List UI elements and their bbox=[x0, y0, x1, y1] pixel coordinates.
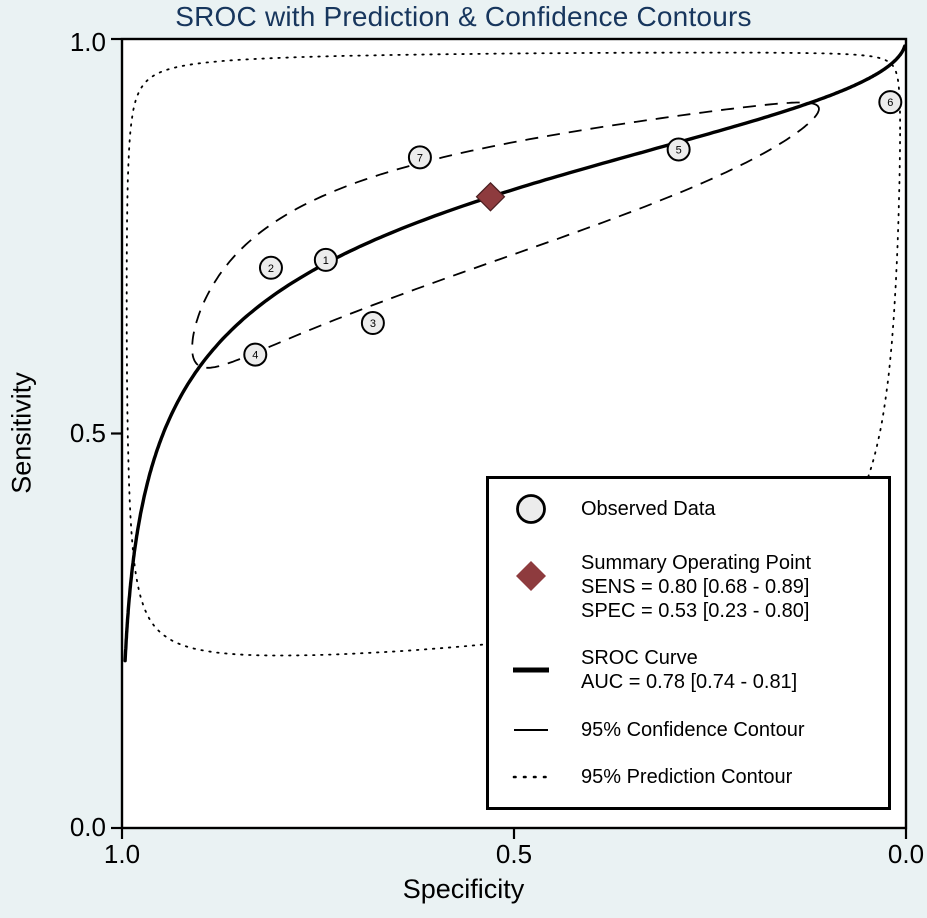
summary-diamond-shape bbox=[516, 560, 546, 591]
legend-item-observed-data: Observed Data bbox=[499, 491, 880, 527]
study-point-label: 5 bbox=[676, 144, 682, 156]
legend-label-summary: Summary Operating Point SENS = 0.80 [0.6… bbox=[581, 551, 811, 623]
confidence-contour-path bbox=[191, 101, 820, 369]
legend-label-observed: Observed Data bbox=[581, 498, 716, 520]
study-point-circle bbox=[258, 255, 283, 280]
y-tick-label-top: 1.0 bbox=[69, 27, 106, 57]
sroc-curve-path bbox=[123, 44, 907, 663]
sroc-line-2: AUC = 0.78 [0.74 - 0.81] bbox=[581, 671, 798, 693]
study-point-circle bbox=[313, 247, 338, 272]
sroc-line-1: SROC Curve bbox=[581, 647, 698, 669]
study-point-circle bbox=[878, 90, 903, 115]
legend-item-summary-point: Summary Operating Point SENS = 0.80 [0.6… bbox=[499, 551, 880, 623]
observed-data-circle-icon bbox=[499, 491, 563, 527]
summary-line-1: Summary Operating Point bbox=[581, 551, 812, 574]
y-tick-label-middle: 0.5 bbox=[69, 418, 106, 448]
legend-label-sroc: SROC Curve AUC = 0.78 [0.74 - 0.81] bbox=[581, 646, 797, 694]
study-point-label: 3 bbox=[370, 318, 376, 330]
x-axis-label: Specificity bbox=[402, 874, 525, 904]
study-point-circle bbox=[666, 137, 691, 162]
study-point-circle bbox=[360, 311, 385, 336]
y-axis-label: Sensitivity bbox=[6, 372, 37, 494]
study-point-label: 6 bbox=[887, 97, 893, 109]
legend-item-confidence-contour: 95% Confidence Contour bbox=[499, 718, 880, 742]
confidence-contour-dash-icon bbox=[499, 726, 563, 734]
summary-point-diamond bbox=[475, 181, 506, 212]
summary-line-3: SPEC = 0.53 [0.23 - 0.80] bbox=[581, 599, 810, 622]
legend-item-sroc-curve: SROC Curve AUC = 0.78 [0.74 - 0.81] bbox=[499, 646, 880, 694]
x-tick-label-left: 1.0 bbox=[103, 839, 141, 869]
y-tick-label-bottom: 0.0 bbox=[69, 812, 106, 842]
legend-label-prediction: 95% Prediction Contour bbox=[581, 766, 793, 788]
study-point-label: 4 bbox=[252, 350, 258, 362]
legend-box: Observed Data Summary Operating Point SE… bbox=[486, 476, 891, 810]
summary-point-diamond-icon bbox=[499, 559, 563, 593]
study-point-label: 7 bbox=[417, 152, 423, 164]
x-tick-label-right: 0.0 bbox=[887, 839, 925, 869]
summary-line-2: SENS = 0.80 [0.68 - 0.89] bbox=[581, 575, 810, 598]
legend-item-prediction-contour: 95% Prediction Contour bbox=[499, 765, 880, 789]
study-point-circle bbox=[407, 145, 432, 170]
prediction-contour-dots-icon bbox=[499, 773, 563, 781]
x-tick-label-middle: 0.5 bbox=[495, 839, 533, 869]
study-point-label: 1 bbox=[323, 255, 329, 267]
study-point-circle bbox=[243, 342, 268, 367]
chart-title: SROC with Prediction & Confidence Contou… bbox=[175, 1, 752, 32]
study-point-label: 2 bbox=[268, 263, 274, 275]
sroc-curve-line-icon bbox=[499, 664, 563, 676]
legend-label-confidence: 95% Confidence Contour bbox=[581, 718, 805, 741]
